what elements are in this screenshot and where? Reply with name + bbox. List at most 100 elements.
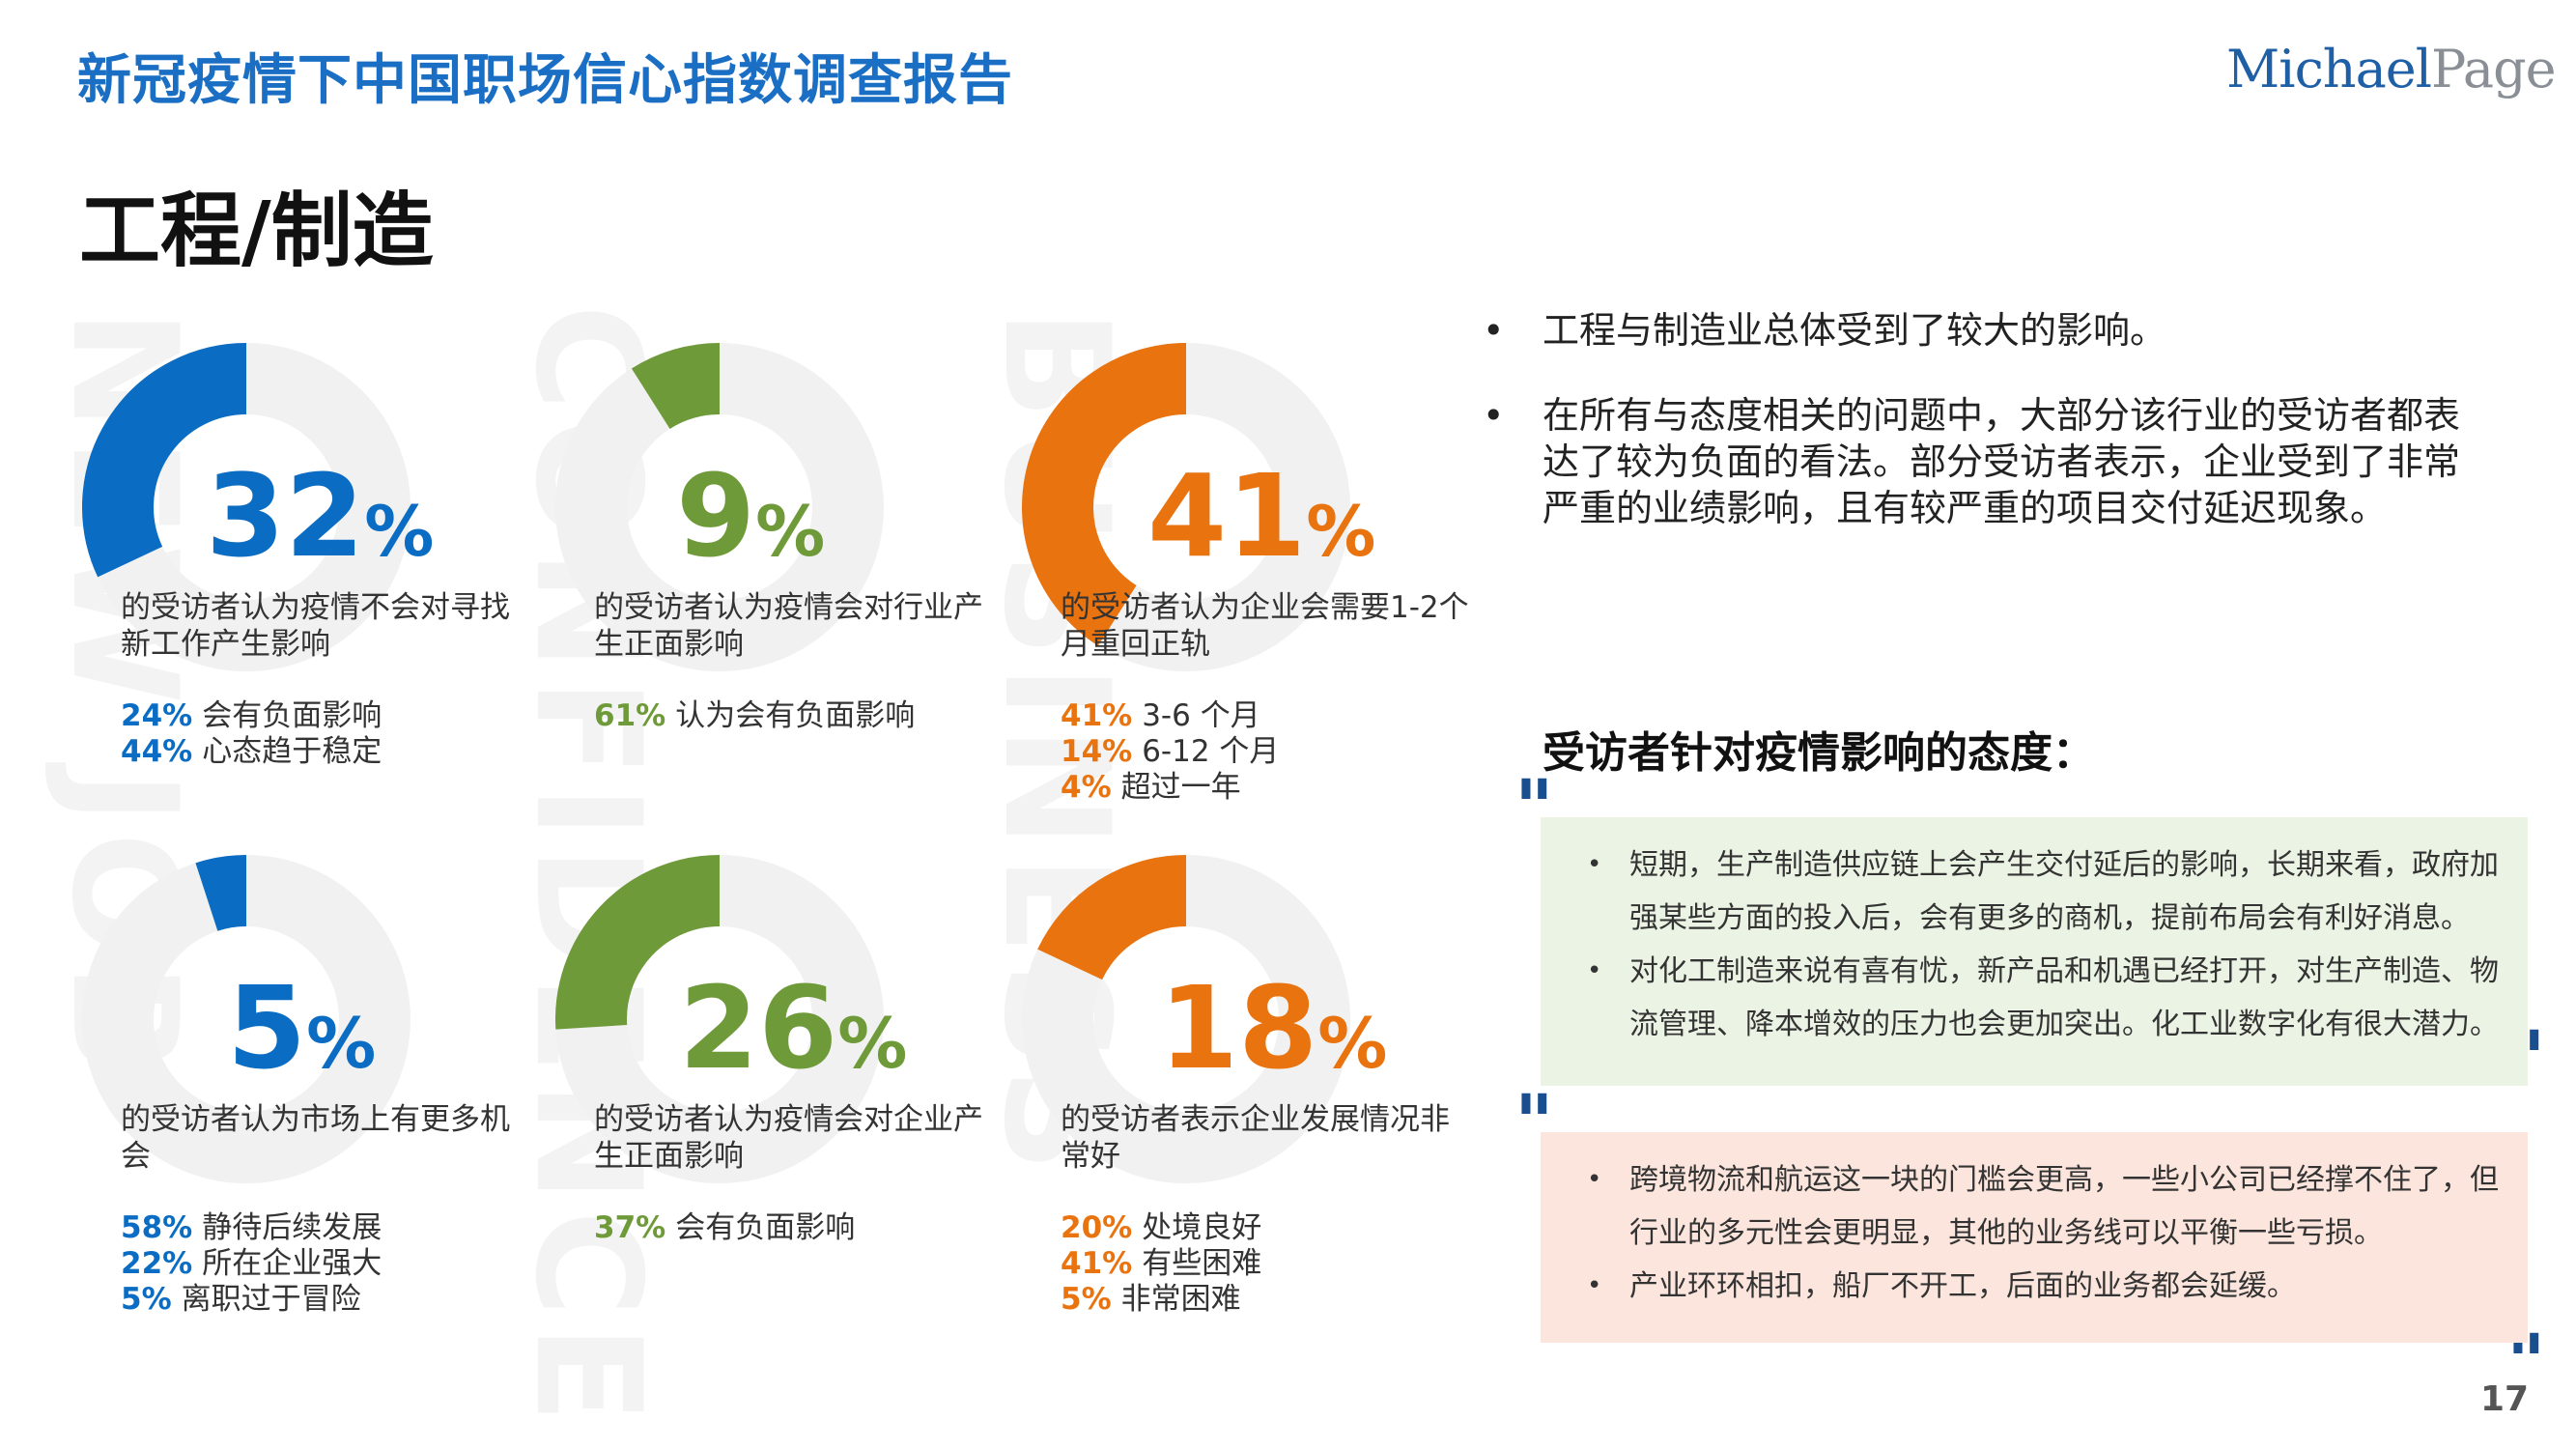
stat-value: 26% [679, 971, 907, 1085]
stat-card-industry-positive: 9% 的受访者认为疫情会对行业产生正面影响 61% 认为会有负面影响 [555, 343, 1009, 845]
donut-ring [82, 855, 410, 1183]
stat-number: 18 [1159, 961, 1318, 1094]
donut-arc [1022, 343, 1188, 646]
stat-value: 18% [1159, 971, 1387, 1085]
percent-sign: % [837, 1003, 908, 1084]
stat-subitems: 37% 会有负面影响 [594, 1210, 1009, 1246]
summary-bullet: 在所有与态度相关的问题中，大部分该行业的受访者都表达了较为负面的看法。部分受访者… [1483, 392, 2477, 531]
quote-item: 短期，生产制造供应链上会产生交付延后的影响，长期来看，政府加强某些方面的投入后，… [1564, 838, 2505, 945]
stat-subitem: 20% 处境良好 [1061, 1210, 1476, 1246]
stat-subitems: 61% 认为会有负面影响 [594, 698, 1009, 734]
sub-text: 6-12 个月 [1142, 734, 1280, 769]
sub-value: 20% [1061, 1210, 1133, 1245]
report-title: 新冠疫情下中国职场信心指数调查报告 [77, 49, 1013, 112]
quote-item: 跨境物流和航运这一块的门槛会更高，一些小公司已经撑不住了，但行业的多元性会更明显… [1564, 1153, 2505, 1260]
summary-bullet: 工程与制造业总体受到了较大的影响。 [1483, 307, 2477, 354]
sub-text: 静待后续发展 [202, 1210, 382, 1245]
stat-description: 的受访者认为企业会需要1-2个月重回正轨 [1061, 590, 1469, 662]
quote-box-green: 短期，生产制造供应链上会产生交付延后的影响，长期来看，政府加强某些方面的投入后，… [1541, 817, 2528, 1086]
donut-ring [555, 855, 884, 1183]
sub-value: 44% [121, 734, 193, 769]
stat-description: 的受访者认为疫情会对企业产生正面影响 [594, 1102, 983, 1174]
stat-number: 9 [676, 449, 756, 582]
percent-sign: % [306, 1003, 377, 1084]
stat-value: 5% [227, 971, 376, 1085]
sub-text: 非常困难 [1120, 1282, 1241, 1317]
stat-subitems: 41% 3-6 个月 14% 6-12 个月 4% 超过一年 [1061, 698, 1476, 806]
michael-page-logo: MichaelPage [2226, 39, 2557, 99]
stat-subitem: 37% 会有负面影响 [594, 1210, 1009, 1246]
sub-text: 心态趋于稳定 [202, 734, 382, 769]
stat-description: 的受访者认为疫情不会对寻找新工作产生影响 [121, 590, 510, 662]
stat-value: 41% [1147, 459, 1375, 573]
sub-text: 离职过于冒险 [181, 1282, 361, 1317]
sub-text: 3-6 个月 [1142, 698, 1260, 733]
stat-subitem: 5% 非常困难 [1061, 1282, 1476, 1318]
sub-value: 58% [121, 1210, 193, 1245]
quote-item: 对化工制造来说有喜有忧，新产品和机遇已经打开，对生产制造、物流管理、降本增效的压… [1564, 945, 2505, 1051]
stat-description: 的受访者认为市场上有更多机会 [121, 1102, 510, 1174]
stat-number: 32 [206, 449, 365, 582]
stat-description: 的受访者表示企业发展情况非常好 [1061, 1102, 1450, 1174]
stat-description: 的受访者认为疫情会对行业产生正面影响 [594, 590, 983, 662]
donut-ring [82, 343, 410, 671]
sub-value: 5% [121, 1282, 172, 1317]
stat-subitem: 44% 心态趋于稳定 [121, 734, 536, 770]
sub-value: 14% [1061, 734, 1133, 769]
stat-card-enterprise-positive: 26% 的受访者认为疫情会对企业产生正面影响 37% 会有负面影响 [555, 855, 1009, 1357]
summary-bullets: 工程与制造业总体受到了较大的影响。 在所有与态度相关的问题中，大部分该行业的受访… [1483, 307, 2477, 570]
attitude-title: 受访者针对疫情影响的态度： [1543, 728, 2095, 778]
stat-subitem: 24% 会有负面影响 [121, 698, 536, 734]
sub-text: 有些困难 [1142, 1246, 1262, 1281]
sub-value: 24% [121, 698, 193, 733]
percent-sign: % [1317, 1003, 1388, 1084]
donut-ring [1022, 855, 1350, 1183]
stat-subitems: 24% 会有负面影响 44% 心态趋于稳定 [121, 698, 536, 770]
donut-arc [555, 855, 722, 1030]
donut-ring [1022, 343, 1350, 671]
stat-value: 9% [676, 459, 825, 573]
percent-sign: % [755, 491, 826, 572]
stat-card-recovery-time: 41% 的受访者认为企业会需要1-2个月重回正轨 41% 3-6 个月 14% 6-… [1022, 343, 1476, 845]
sub-value: 22% [121, 1246, 193, 1281]
stat-subitem: 22% 所在企业强大 [121, 1246, 536, 1282]
quote-box-pink: 跨境物流和航运这一块的门槛会更高，一些小公司已经撑不住了，但行业的多元性会更明显… [1541, 1132, 2528, 1343]
sub-value: 41% [1061, 698, 1133, 733]
sub-text: 处境良好 [1142, 1210, 1262, 1245]
logo-michael: Michael [2226, 39, 2432, 99]
sub-text: 会有负面影响 [675, 1210, 856, 1245]
section-title: 工程/制造 [79, 184, 434, 278]
stat-number: 26 [679, 961, 838, 1094]
stat-subitem: 5% 离职过于冒险 [121, 1282, 536, 1318]
stat-subitem: 58% 静待后续发展 [121, 1210, 536, 1246]
sub-text: 认为会有负面影响 [675, 698, 916, 733]
quote-item: 产业环环相扣，船厂不开工，后面的业务都会延缓。 [1564, 1260, 2505, 1313]
stat-number: 41 [1147, 449, 1307, 582]
sub-value: 5% [1061, 1282, 1112, 1317]
page-number: 17 [2480, 1379, 2530, 1419]
stat-card-market-opportunity: 5% 的受访者认为市场上有更多机会 58% 静待后续发展 22% 所在企业强大 5%… [82, 855, 536, 1357]
percent-sign: % [1306, 491, 1376, 572]
sub-text: 所在企业强大 [202, 1246, 382, 1281]
donut-arc [195, 855, 248, 932]
donut-ring [555, 343, 884, 671]
stat-subitem: 14% 6-12 个月 [1061, 734, 1476, 770]
stat-number: 5 [227, 961, 307, 1094]
percent-sign: % [364, 491, 435, 572]
stat-card-new-job-impact: 32% 的受访者认为疫情不会对寻找新工作产生影响 24% 会有负面影响 44% 心态… [82, 343, 536, 845]
stat-subitems: 20% 处境良好 41% 有些困难 5% 非常困难 [1061, 1210, 1476, 1318]
stat-subitem: 41% 3-6 个月 [1061, 698, 1476, 734]
sub-text: 会有负面影响 [202, 698, 382, 733]
stat-value: 32% [206, 459, 434, 573]
stat-subitem: 41% 有些困难 [1061, 1246, 1476, 1282]
stat-subitems: 58% 静待后续发展 22% 所在企业强大 5% 离职过于冒险 [121, 1210, 536, 1318]
donut-arc [1037, 855, 1188, 981]
stat-card-business-status: 18% 的受访者表示企业发展情况非常好 20% 处境良好 41% 有些困难 5% 非常… [1022, 855, 1476, 1357]
sub-value: 61% [594, 698, 666, 733]
stat-subitem: 61% 认为会有负面影响 [594, 698, 1009, 734]
sub-value: 41% [1061, 1246, 1133, 1281]
sub-value: 37% [594, 1210, 666, 1245]
stat-subitem: 4% 超过一年 [1061, 770, 1476, 806]
sub-value: 4% [1061, 770, 1112, 805]
sub-text: 超过一年 [1120, 770, 1241, 805]
